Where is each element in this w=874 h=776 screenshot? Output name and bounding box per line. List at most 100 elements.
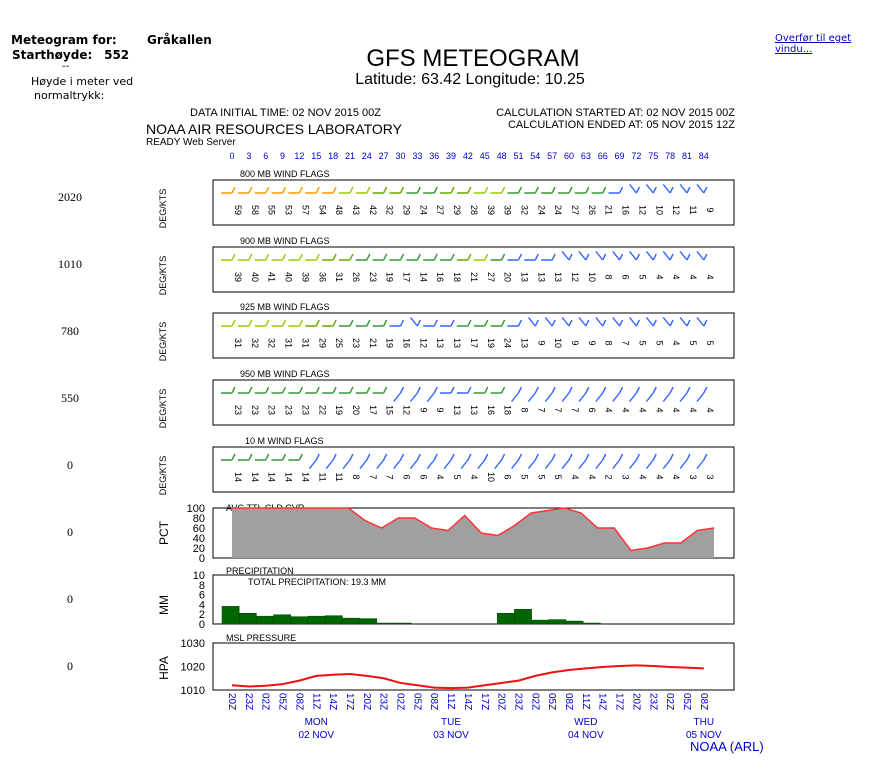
wind-speed-label: 13: [519, 272, 529, 282]
precip-bar: [221, 606, 240, 625]
wind-speed-label: 9: [435, 407, 445, 412]
wind-barb: [679, 250, 691, 261]
cloud-panel-ylabel: PCT: [157, 520, 171, 545]
wind-speed-label: 53: [284, 205, 294, 215]
wind-speed-label: 20: [503, 272, 513, 282]
wind-speed-label: 5: [452, 474, 462, 479]
wind-barb: [511, 453, 523, 470]
precip-bar: [307, 615, 326, 625]
wind-barb: [679, 386, 691, 403]
wind-speed-label: 11: [688, 205, 698, 214]
wind-barb: [271, 319, 287, 327]
wind-barb: [473, 186, 489, 194]
wind-speed-label: 13: [469, 405, 479, 415]
wind-barb: [662, 316, 674, 327]
wind-barb: [308, 453, 320, 470]
wind-speed-label: 4: [654, 474, 664, 479]
wind-speed-label: 13: [452, 338, 462, 348]
wind-panel-title: 925 MB WIND FLAGS: [240, 302, 330, 312]
wind-speed-label: 13: [519, 338, 529, 348]
wind-barb: [494, 453, 506, 470]
wind-barb: [409, 453, 421, 470]
wind-speed-label: 23: [267, 405, 277, 415]
wind-barb: [561, 316, 573, 327]
wind-speed-label: 5: [553, 474, 563, 479]
forecast-hour-label: 84: [699, 151, 709, 161]
forecast-hour-label: 60: [564, 151, 574, 161]
wind-barb: [237, 253, 253, 261]
wind-barb: [440, 253, 455, 261]
wind-barb: [662, 453, 674, 470]
wind-barb: [507, 253, 523, 261]
wind-speed-label: 15: [385, 405, 395, 415]
wind-barb: [662, 386, 674, 403]
wind-barb: [305, 386, 320, 394]
wind-speed-label: 14: [300, 472, 310, 482]
wind-barb: [440, 319, 455, 327]
wind-barb: [527, 453, 539, 470]
time-axis-label: 23Z: [647, 693, 658, 710]
wind-panel-title: 900 MB WIND FLAGS: [240, 236, 330, 246]
wind-barb: [507, 186, 523, 194]
wind-barb: [372, 386, 388, 394]
time-axis-label: 05Z: [277, 693, 288, 710]
wind-barb: [409, 316, 421, 327]
wind-speed-label: 24: [503, 338, 513, 348]
wind-speed-label: 32: [250, 338, 260, 348]
time-axis-label: 05Z: [546, 693, 557, 710]
wind-barb: [558, 186, 573, 194]
wind-speed-label: 43: [351, 205, 361, 215]
wind-speed-label: 36: [317, 272, 327, 282]
wind-barb: [322, 253, 337, 261]
wind-barb: [696, 386, 708, 403]
wind-speed-label: 7: [536, 407, 546, 412]
wind-barb: [595, 316, 607, 327]
wind-barb: [389, 319, 405, 327]
open-in-window-link[interactable]: Overfør til eget vindu...: [775, 33, 852, 55]
wind-barb: [221, 386, 236, 394]
wind-barb: [406, 253, 421, 261]
wind-speed-label: 29: [452, 205, 462, 215]
wind-barb: [426, 453, 438, 470]
wind-speed-label: 4: [705, 274, 715, 279]
wind-speed-label: 4: [570, 474, 580, 479]
wind-speed-label: 19: [385, 272, 395, 282]
wind-speed-label: 5: [536, 474, 546, 479]
precip-bar: [565, 620, 584, 625]
wind-barb: [271, 253, 287, 261]
wind-barb: [541, 253, 556, 261]
wind-speed-label: 29: [402, 205, 412, 215]
wind-speed-label: 3: [621, 474, 631, 479]
wind-barb: [477, 453, 489, 470]
wind-speed-label: 10: [654, 205, 664, 215]
precip-total-label: TOTAL PRECIPITATION: 19.3 MM: [248, 577, 386, 587]
wind-speed-label: 5: [705, 340, 715, 345]
wind-speed-label: 14: [284, 472, 294, 482]
wind-barb: [338, 253, 354, 261]
wind-barb: [443, 453, 455, 470]
wind-barb: [288, 386, 304, 394]
wind-speed-label: 24: [536, 205, 546, 215]
wind-barb: [322, 186, 337, 194]
wind-barb: [612, 453, 624, 470]
time-axis-label: 14Z: [597, 693, 608, 710]
wind-barb: [221, 319, 236, 327]
precip-bar: [359, 618, 378, 625]
forecast-hour-label: 24: [362, 151, 372, 161]
time-axis-label: 20Z: [630, 693, 641, 710]
wind-barb: [490, 386, 506, 394]
wind-barb: [338, 319, 354, 327]
precip-bar: [342, 617, 360, 625]
wind-barb: [271, 386, 287, 394]
wind-speed-label: 5: [519, 474, 529, 479]
wind-barb: [696, 316, 708, 327]
wind-barb: [679, 316, 691, 327]
wind-speed-label: 23: [250, 405, 260, 415]
time-axis-label: 02Z: [529, 693, 540, 710]
forecast-hour-label: 6: [263, 151, 268, 161]
wind-barb: [305, 253, 320, 261]
wind-speed-label: 9: [587, 340, 597, 345]
wind-speed-label: 16: [435, 272, 445, 282]
wind-barb: [578, 316, 590, 327]
wind-speed-label: 54: [317, 205, 327, 215]
